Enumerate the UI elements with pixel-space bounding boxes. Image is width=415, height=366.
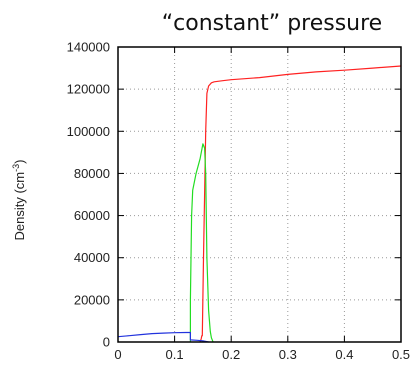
y-axis-label: Density (cm-3) [11, 160, 27, 241]
series-line-2 [189, 143, 214, 343]
y-tick-label: 140000 [67, 40, 110, 55]
y-axis-label-main: Density (cm [12, 172, 27, 241]
grid [118, 47, 401, 342]
series-layer [117, 65, 402, 343]
y-tick-label: 100000 [67, 124, 110, 139]
plot-frame [117, 46, 402, 343]
x-tick-label: 0.2 [222, 347, 240, 362]
y-axis-label-tail: ) [12, 160, 27, 164]
x-tick-label: 0 [114, 347, 121, 362]
x-tick-label: 0.1 [166, 347, 184, 362]
x-tick-label: 0.5 [392, 347, 410, 362]
y-tick-label: 40000 [74, 250, 110, 265]
y-tick-label: 80000 [74, 166, 110, 181]
y-tick-label: 0 [103, 335, 110, 350]
y-tick-label: 20000 [74, 292, 110, 307]
y-tick-label: 120000 [67, 82, 110, 97]
y-tick-label: 60000 [74, 208, 110, 223]
chart-title: “constant” pressure [162, 11, 382, 36]
y-axis-ticks: 0 20000 40000 60000 80000 100000 120000 140000 [67, 40, 401, 350]
x-tick-label: 0.4 [335, 347, 353, 362]
series-line-1 [199, 65, 402, 343]
x-tick-label: 0.3 [279, 347, 297, 362]
y-axis-label-sup: -3 [11, 164, 21, 172]
x-axis-ticks: 0 0.1 0.2 0.3 0.4 0.5 [114, 47, 410, 362]
series-line-3 [117, 331, 209, 343]
